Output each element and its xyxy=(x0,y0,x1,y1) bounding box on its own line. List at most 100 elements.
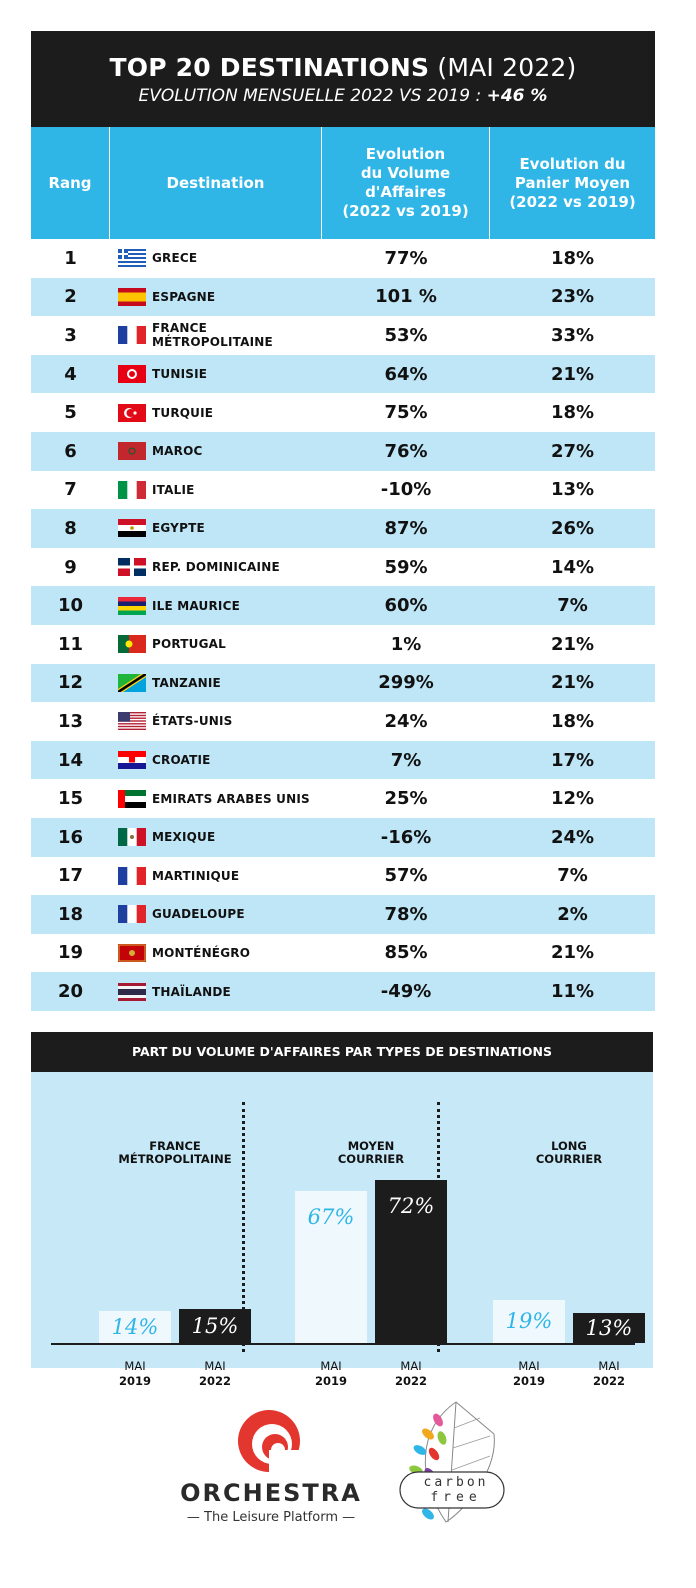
group-label-line: COURRIER xyxy=(535,1152,603,1166)
destination-cell: CROATIE xyxy=(110,751,322,770)
subtitle-value: +46 % xyxy=(486,86,548,106)
x-axis-month: MAI xyxy=(518,1359,540,1373)
destination-name: ITALIE xyxy=(152,482,195,497)
volume-evolution-cell: 60% xyxy=(384,595,428,617)
destination-cell: TUNISIE xyxy=(110,365,322,384)
rank-cell: 12 xyxy=(57,672,84,694)
panier-evolution-cell: 27% xyxy=(550,440,595,462)
x-axis-month: MAI xyxy=(320,1359,342,1373)
destination-cell: ILE MAURICE xyxy=(110,596,322,615)
table-row: 17 MARTINIQUE 57% 7% xyxy=(31,857,655,896)
volume-evolution-cell: -49% xyxy=(380,981,432,1003)
tanzania-flag-icon xyxy=(118,673,146,692)
destination-name: EMIRATS ARABES UNIS xyxy=(152,791,310,806)
destination-name: THAÏLANDE xyxy=(152,984,231,999)
col-panier-line: (2022 vs 2019) xyxy=(509,192,636,211)
panier-evolution-cell: 21% xyxy=(550,942,595,964)
x-axis-label: MAI 2019 xyxy=(105,1359,165,1389)
destination-name: TURQUIE xyxy=(152,405,214,420)
destination-name: ÉTATS-UNIS xyxy=(152,714,233,729)
col-panier-line: Panier Moyen xyxy=(514,173,631,192)
rank-cell: 3 xyxy=(64,324,77,346)
destination-cell: MEXIQUE xyxy=(110,828,322,847)
tagline-text: The Leisure Platform xyxy=(204,1510,338,1525)
rank-cell: 6 xyxy=(64,440,77,462)
volume-evolution-cell: 87% xyxy=(384,517,428,539)
volume-evolution-cell: 59% xyxy=(384,556,428,578)
group-label-line: FRANCE xyxy=(149,1139,201,1153)
panier-evolution-cell: 12% xyxy=(550,788,595,810)
table-row: 20 THAÏLANDE -49% 11% xyxy=(31,972,655,1011)
destination-cell: EMIRATS ARABES UNIS xyxy=(110,789,322,808)
panier-evolution-cell: 13% xyxy=(550,479,595,501)
table-header: Rang Destination Evolution du Volume d'A… xyxy=(31,127,655,239)
x-axis-year: 2022 xyxy=(198,1374,231,1388)
group-label-line: MÉTROPOLITAINE xyxy=(118,1152,232,1166)
col-volume-header: Evolution du Volume d'Affaires (2022 vs … xyxy=(322,127,490,239)
col-panier-line: Evolution du xyxy=(519,154,626,173)
panier-evolution-cell: 18% xyxy=(550,247,595,269)
volume-evolution-cell: 1% xyxy=(390,633,422,655)
usa-flag-icon xyxy=(118,712,146,731)
table-row: 1 GRECE 77% 18% xyxy=(31,239,655,278)
orchestra-brand: ORCHESTRA xyxy=(180,1479,362,1507)
x-axis-label: MAI 2022 xyxy=(579,1359,639,1389)
x-axis-month: MAI xyxy=(124,1359,146,1373)
table-row: 3 FRANCE MÉTROPOLITAINE 53% 33% xyxy=(31,316,655,355)
volume-evolution-cell: 76% xyxy=(384,440,428,462)
bar-2022: 13% xyxy=(573,1313,645,1343)
volume-evolution-cell: 24% xyxy=(384,710,428,732)
table-row: 16 MEXIQUE -16% 24% xyxy=(31,817,655,857)
bar-2019: 14% xyxy=(99,1311,171,1343)
bar-value-label: 19% xyxy=(505,1309,553,1334)
table-row: 6 MAROC 76% 27% xyxy=(31,431,655,471)
carbon-text: carbon xyxy=(423,1475,489,1490)
table-row: 15 EMIRATS ARABES UNIS 25% 12% xyxy=(31,779,655,818)
group-label-line: MOYEN xyxy=(347,1139,395,1153)
table-row: 11 PORTUGAL 1% 21% xyxy=(31,625,655,664)
x-axis-year: 2022 xyxy=(592,1374,625,1388)
rank-cell: 1 xyxy=(64,247,77,269)
rank-cell: 19 xyxy=(57,942,84,964)
rank-cell: 15 xyxy=(57,788,84,810)
table-row: 7 ITALIE -10% 13% xyxy=(31,471,655,510)
volume-evolution-cell: 53% xyxy=(384,324,428,346)
table-row: 10 ILE MAURICE 60% 7% xyxy=(31,586,655,625)
mexico-flag-icon xyxy=(118,828,146,847)
uae-flag-icon xyxy=(118,789,146,808)
bar-value-label: 15% xyxy=(191,1313,239,1338)
table-body: 1 GRECE 77% 18% 2 ESPAGNE 101 % 23% 3 FRANCE MÉTR… xyxy=(31,239,655,1011)
italy-flag-icon xyxy=(118,480,146,499)
table-row: 9 REP. DOMINICAINE 59% 14% xyxy=(31,548,655,587)
volume-evolution-cell: -10% xyxy=(380,479,432,501)
destination-name: CROATIE xyxy=(152,753,211,768)
orchestra-logo-icon xyxy=(238,1410,302,1474)
bar-2022: 15% xyxy=(179,1308,251,1343)
destination-cell: ESPAGNE xyxy=(110,287,322,306)
carbon-free-leaf-icon xyxy=(399,1401,505,1523)
destination-name: FRANCE MÉTROPOLITAINE xyxy=(152,321,273,350)
destination-name: GRECE xyxy=(152,251,198,266)
col-volume-line: (2022 vs 2019) xyxy=(342,202,469,220)
x-axis-year: 2019 xyxy=(118,1374,151,1388)
panier-evolution-cell: 26% xyxy=(550,517,595,539)
france-flag-icon xyxy=(118,326,146,345)
destination-name: TANZANIE xyxy=(152,675,221,690)
chart-baseline xyxy=(51,1343,635,1345)
panier-evolution-cell: 2% xyxy=(557,903,588,925)
orchestra-tagline: — The Leisure Platform — xyxy=(186,1510,356,1525)
table-row: 13 ÉTATS-UNIS 24% 18% xyxy=(31,702,655,741)
morocco-flag-icon xyxy=(118,442,146,461)
destination-cell: FRANCE MÉTROPOLITAINE xyxy=(110,321,322,349)
volume-evolution-cell: 57% xyxy=(384,865,428,887)
panier-evolution-cell: 7% xyxy=(557,865,588,887)
destination-name: ESPAGNE xyxy=(152,289,216,304)
rank-cell: 2 xyxy=(64,286,77,308)
panier-evolution-cell: 18% xyxy=(550,710,595,732)
tunisia-flag-icon xyxy=(118,365,146,384)
volume-evolution-cell: 77% xyxy=(384,247,428,269)
destination-name: MONTÉNÉGRO xyxy=(152,945,251,960)
bar-value-label: 72% xyxy=(387,1193,435,1218)
panier-evolution-cell: 14% xyxy=(550,556,595,578)
table-row: 4 TUNISIE 64% 21% xyxy=(31,354,655,394)
